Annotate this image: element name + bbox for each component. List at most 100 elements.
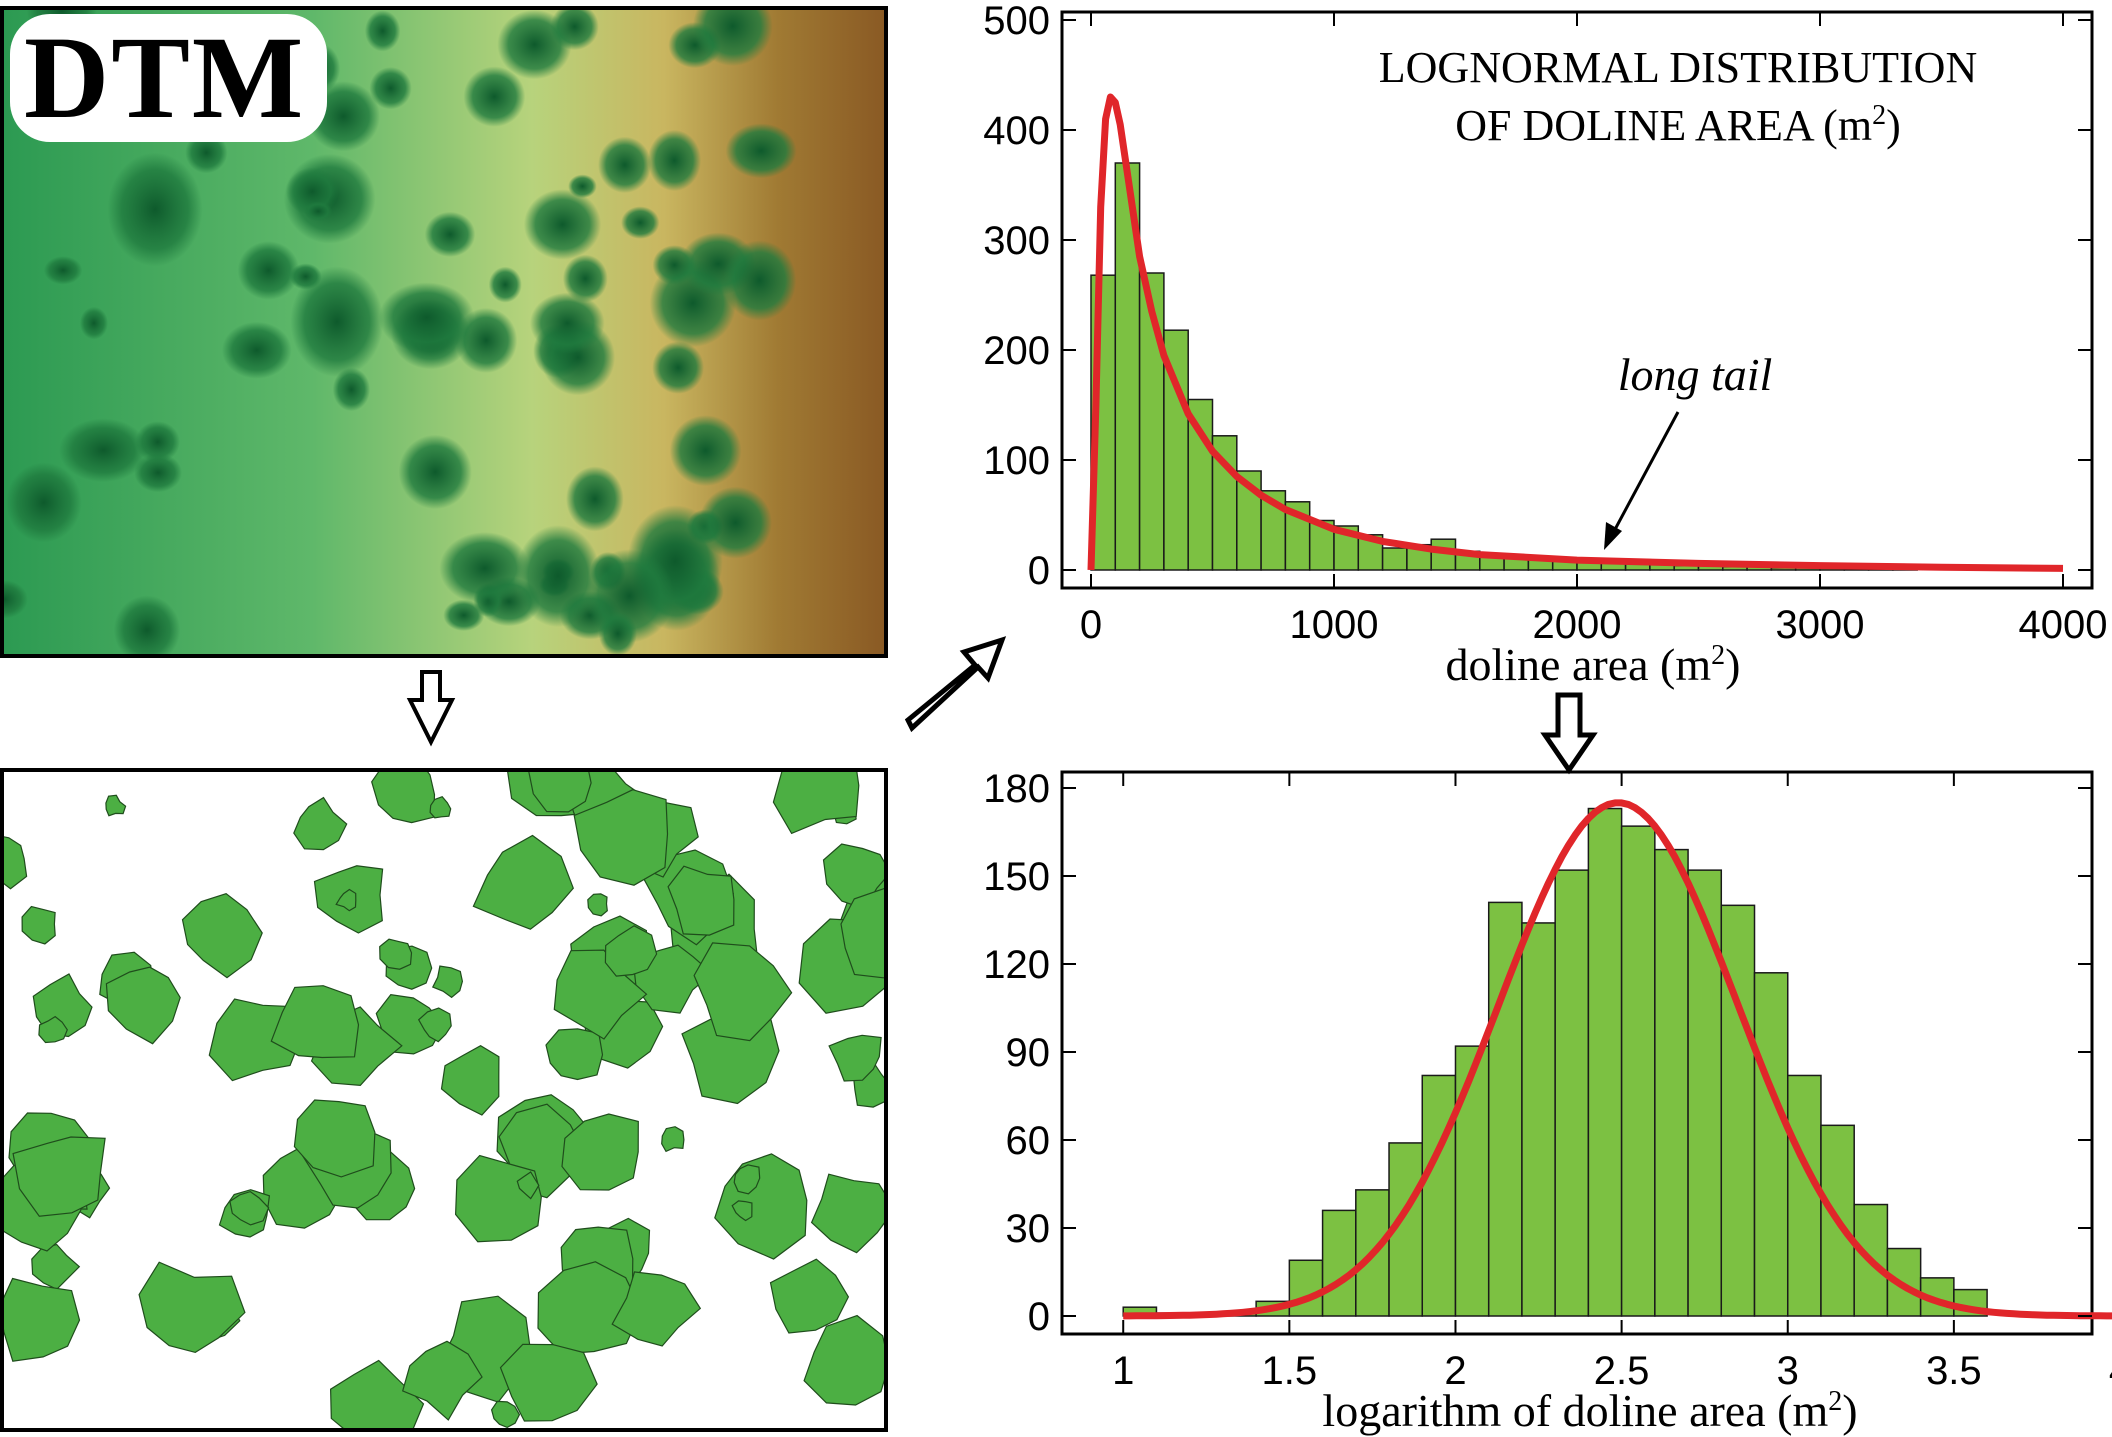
doline-polygon	[537, 1261, 642, 1355]
dtm-depression	[332, 367, 371, 412]
bottom-x-tick-label: 3	[1777, 1349, 1799, 1393]
dtm-depression	[669, 415, 742, 487]
top-bar	[1819, 567, 1846, 571]
doline-polygon	[545, 1028, 604, 1081]
doline-polygon	[714, 1153, 808, 1260]
bottom-bar	[1288, 1259, 1324, 1317]
top-bar	[1333, 525, 1360, 571]
top-bar	[1187, 398, 1214, 571]
bottom-bar	[1554, 869, 1590, 1317]
doline-polygon	[772, 772, 860, 835]
top-bar	[1527, 556, 1554, 571]
doline-polygon	[4, 836, 28, 890]
doline-polygon	[490, 1400, 521, 1428]
top-y-tick-label: 200	[983, 329, 1050, 373]
bottom-x-tick-label: 2.5	[1594, 1349, 1650, 1393]
doline-polygon	[587, 893, 608, 917]
bottom-bar	[1820, 1124, 1855, 1317]
top-bar	[1770, 567, 1797, 571]
dtm-depression	[135, 421, 180, 463]
dtm-depression	[221, 321, 292, 379]
doline-polygon	[516, 1171, 540, 1200]
down-arrow-icon	[406, 670, 456, 747]
dtm-depression	[237, 241, 300, 300]
top-x-tick-label: 4000	[2019, 603, 2108, 647]
top-bar	[1479, 554, 1505, 571]
dtm-depression	[378, 282, 475, 353]
dtm-depression	[43, 256, 83, 285]
bottom-y-tick-label: 150	[983, 855, 1050, 899]
bottom-plot-frame	[1060, 770, 2094, 1336]
dtm-depression	[185, 131, 228, 174]
bottom-y-tick-label: 0	[1028, 1295, 1050, 1339]
dtm-hillshade-image	[4, 10, 884, 654]
top-bar	[1649, 563, 1675, 571]
dtm-depression	[113, 595, 181, 654]
doline-polygon	[293, 1099, 376, 1178]
doline-polygon	[731, 1200, 753, 1222]
top-bar	[1236, 470, 1262, 571]
bottom-bar	[1919, 1277, 1955, 1317]
dtm-depression	[443, 599, 485, 632]
doline-polygon	[371, 772, 436, 824]
bottom-bar	[1355, 1189, 1390, 1317]
doline-polygon	[21, 905, 56, 945]
top-bar	[1138, 272, 1165, 571]
bottom-bar	[1521, 922, 1556, 1317]
doline-polygon	[440, 1045, 500, 1116]
top-bar	[1211, 435, 1238, 571]
top-bar	[1454, 550, 1481, 571]
bottom-bar	[1321, 1209, 1357, 1317]
top-bar	[1260, 490, 1287, 571]
top-chart-title-line2: OF DOLINE AREA (m2)	[1455, 100, 1900, 150]
top-bar	[1673, 564, 1700, 571]
doline-polygon	[733, 1164, 761, 1195]
doline-polygon	[661, 1126, 685, 1153]
doline-polygon	[561, 1113, 639, 1191]
dtm-depression	[698, 486, 772, 559]
bottom-bar	[1720, 904, 1756, 1317]
top-bar	[1794, 567, 1821, 571]
bottom-x-axis-label: logarithm of doline area (m2)	[1322, 1385, 1857, 1436]
top-bar	[1503, 556, 1530, 571]
top-y-tick-label: 0	[1028, 549, 1050, 593]
doline-polygon	[12, 1136, 106, 1217]
long-tail-annotation: long tail	[1618, 349, 1773, 400]
bottom-y-tick-label: 90	[1006, 1031, 1051, 1075]
top-bar	[1284, 501, 1311, 571]
bottom-bar	[1587, 807, 1623, 1317]
doline-polygon	[105, 966, 181, 1045]
dtm-depression	[79, 306, 109, 340]
bottom-bar	[1654, 848, 1689, 1317]
dtm-depression	[621, 206, 660, 239]
bottom-bar	[1886, 1247, 1922, 1317]
top-y-tick-label: 300	[983, 219, 1050, 263]
top-x-tick-label: 0	[1080, 603, 1102, 647]
bottom-y-tick-label: 30	[1006, 1207, 1051, 1251]
top-x-tick-label: 1000	[1290, 603, 1379, 647]
doline-polygon	[472, 834, 574, 930]
top-bar	[1600, 561, 1627, 571]
bottom-bar	[1620, 825, 1656, 1317]
dtm-panel: DTM	[0, 6, 888, 658]
top-x-tick-label: 2000	[1533, 603, 1622, 647]
dtm-depression	[722, 240, 797, 321]
dtm-depression	[566, 466, 624, 532]
doline-polygon	[417, 1007, 452, 1043]
doline-polygon	[429, 795, 452, 819]
top-y-tick-label: 400	[983, 109, 1050, 153]
dtm-depression	[304, 201, 333, 222]
top-bar	[1406, 543, 1432, 571]
doline-polygon	[611, 1271, 702, 1347]
bottom-bar	[1853, 1203, 1889, 1317]
bottom-bar	[1188, 1312, 1224, 1317]
dtm-depression	[107, 152, 203, 267]
dtm-depression	[424, 211, 476, 257]
dtm-depression	[725, 123, 797, 179]
dtm-depression	[364, 10, 401, 52]
dtm-depression	[550, 10, 599, 51]
diagonal-arrow-icon	[904, 636, 1007, 733]
dtm-depression	[134, 453, 182, 493]
bottom-bar	[1255, 1300, 1291, 1317]
doline-polygon	[208, 998, 302, 1082]
